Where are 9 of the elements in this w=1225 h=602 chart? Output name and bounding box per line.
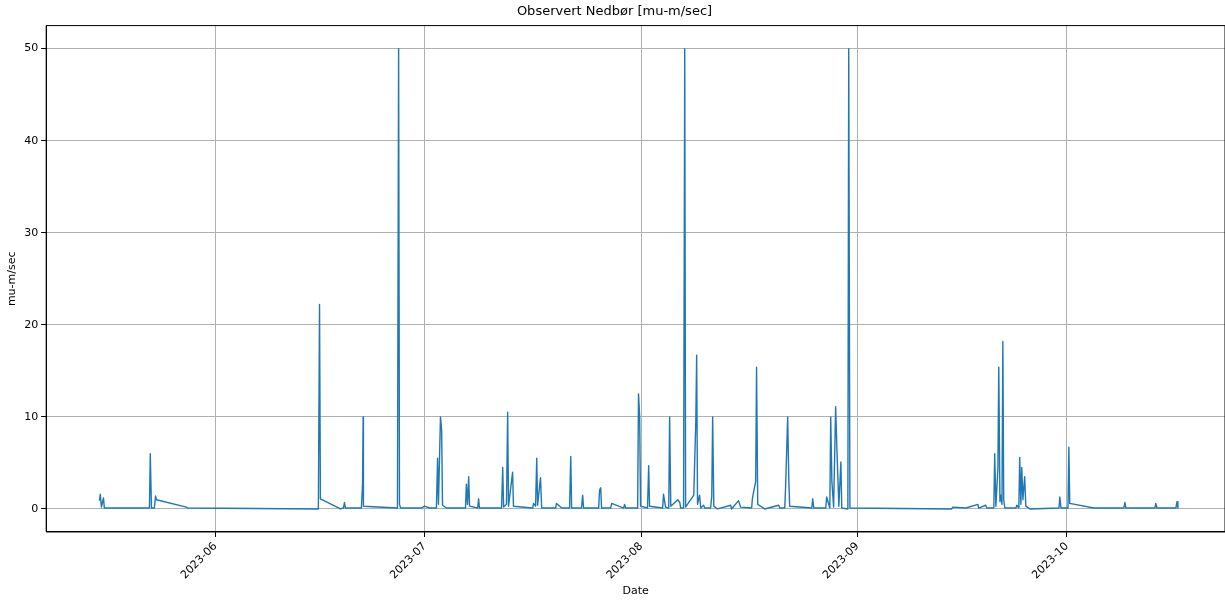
y-tick-label: 0 <box>31 501 39 515</box>
y-tick-label: 20 <box>24 317 39 331</box>
y-tick-label: 10 <box>24 409 39 423</box>
y-tick-label: 50 <box>24 41 39 55</box>
y-tick-label: 40 <box>24 133 39 147</box>
chart-title: Observert Nedbør [mu-m/sec] <box>516 3 713 19</box>
x-axis-title: Date <box>622 584 649 598</box>
y-tick-label: 30 <box>24 225 39 239</box>
y-axis-title: mu-m/sec <box>5 251 19 307</box>
